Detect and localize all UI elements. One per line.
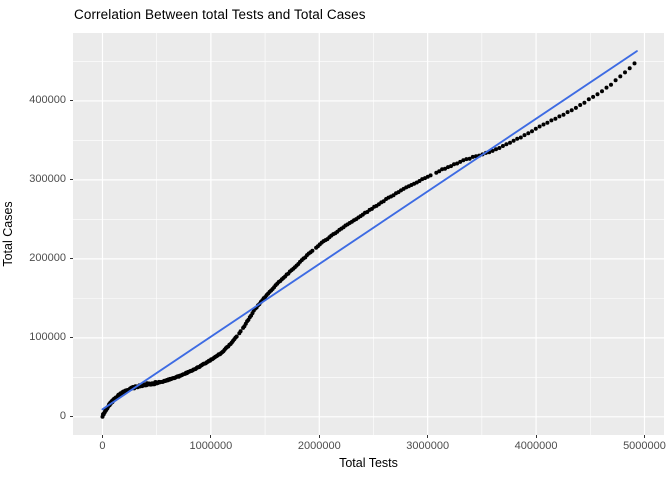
- x-tick-mark: [210, 435, 212, 438]
- scatter-point: [613, 78, 618, 83]
- scatter-point: [467, 156, 472, 161]
- scatter-point: [565, 110, 570, 115]
- scatter-point: [443, 166, 447, 171]
- x-tick-mark: [427, 435, 429, 438]
- scatter-point: [627, 66, 632, 71]
- scatter-point: [515, 136, 520, 141]
- scatter-point: [518, 135, 523, 140]
- y-tick-label: 100000: [29, 331, 66, 344]
- scatter-point: [449, 164, 453, 169]
- scatter-point: [234, 334, 239, 339]
- y-tick-mark: [70, 100, 73, 102]
- scatter-point: [437, 169, 442, 174]
- y-tick-mark: [70, 179, 73, 181]
- scatter-point: [618, 74, 623, 79]
- x-tick-label: 5000000: [623, 440, 666, 452]
- scatter-point: [561, 112, 566, 117]
- scatter-point: [569, 108, 574, 113]
- scatter-point: [461, 158, 466, 163]
- scatter-point: [428, 173, 433, 178]
- scatter-point: [490, 148, 495, 153]
- scatter-point: [494, 147, 498, 152]
- scatter-point: [504, 142, 509, 147]
- scatter-point: [508, 140, 512, 145]
- scatter-point: [458, 159, 463, 164]
- scatter-point: [573, 105, 578, 110]
- scatter-point: [545, 120, 550, 125]
- scatter-point: [553, 116, 558, 121]
- y-tick-mark: [70, 258, 73, 260]
- y-axis-title: Total Cases: [1, 201, 15, 267]
- scatter-point: [522, 133, 527, 138]
- x-tick-label: 3000000: [406, 440, 450, 452]
- scatter-point: [537, 124, 542, 129]
- scatter-point: [452, 162, 456, 167]
- scatter-point: [470, 154, 475, 159]
- x-tick-mark: [535, 435, 537, 438]
- y-tick-label: 0: [59, 410, 66, 423]
- y-tick-label: 300000: [29, 173, 66, 186]
- scatter-point: [455, 161, 460, 166]
- scatter-point: [511, 138, 516, 143]
- x-tick-label: 4000000: [514, 440, 558, 452]
- scatter-point: [557, 114, 562, 119]
- scatter-point: [526, 131, 531, 136]
- scatter-point: [632, 61, 637, 66]
- scatter-point: [530, 129, 534, 134]
- scatter-point: [549, 118, 554, 123]
- scatter-point: [609, 82, 613, 87]
- scatter-point: [497, 146, 502, 150]
- y-tick-label: 200000: [29, 252, 66, 265]
- y-tick-label: 400000: [29, 94, 66, 107]
- regression-line: [101, 50, 638, 411]
- x-axis-title: Total Tests: [339, 456, 398, 470]
- x-tick-label: 0: [99, 440, 106, 452]
- chart-title: Correlation Between total Tests and Tota…: [74, 7, 366, 22]
- scatter-point: [578, 103, 583, 107]
- scatter-point: [238, 329, 243, 334]
- x-tick-label: 2000000: [297, 440, 341, 452]
- scatter-point: [582, 100, 587, 105]
- scatter-point: [586, 97, 591, 102]
- x-tick-label: 1000000: [189, 440, 233, 452]
- scatter-point: [500, 144, 505, 148]
- scatter-point: [541, 122, 546, 127]
- x-tick-mark: [643, 435, 645, 438]
- y-tick-mark: [70, 416, 73, 418]
- scatter-point: [623, 70, 627, 75]
- scatter-point: [604, 85, 609, 90]
- x-tick-mark: [318, 435, 320, 438]
- scatter-point: [595, 92, 600, 97]
- scatter-point: [533, 126, 538, 131]
- scatter-point: [600, 89, 604, 94]
- scatter-point: [464, 157, 469, 162]
- scatter-point: [591, 94, 596, 99]
- plot-panel: [73, 33, 664, 435]
- y-tick-mark: [70, 337, 73, 339]
- x-tick-mark: [101, 435, 103, 438]
- scatter-point: [310, 248, 315, 253]
